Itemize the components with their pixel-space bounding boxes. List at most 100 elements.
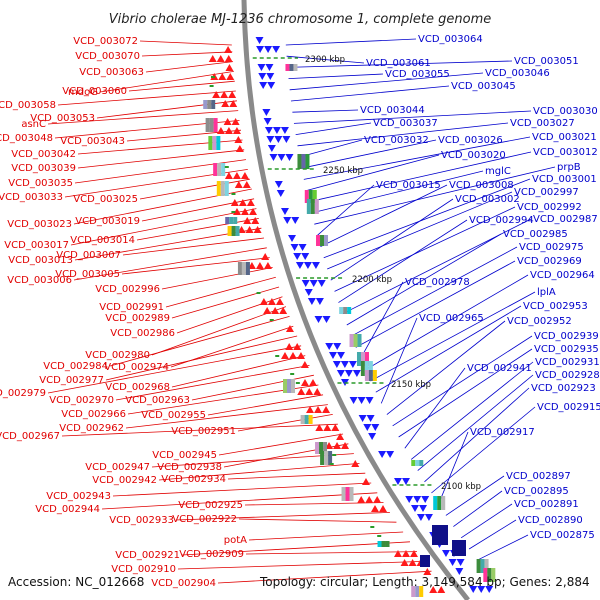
gene-label-right[interactable]: VCD_002953 — [523, 301, 588, 312]
gene-label-left[interactable]: VCD_002991 — [99, 302, 164, 313]
gene-label-right[interactable]: VCD_003001 — [532, 174, 597, 185]
gene-label-left[interactable]: VCD_003014 — [70, 235, 135, 246]
gene-label-left[interactable]: VCD_002938 — [157, 462, 222, 473]
gene-label-right[interactable]: VCD_003026 — [438, 135, 503, 146]
gene-label-right[interactable]: VCD_002941 — [467, 363, 532, 374]
gene-label-right[interactable]: VCD_003061 — [366, 58, 431, 69]
gene-label-left[interactable]: VCD_002922 — [172, 514, 237, 525]
gene-label-right[interactable]: VCD_003015 — [376, 180, 441, 191]
gene-label-left[interactable]: VCD_003033 — [0, 192, 63, 203]
gene-label-left[interactable]: VCD_003006 — [7, 275, 72, 286]
gene-label-right[interactable]: VCD_003030 — [533, 106, 598, 117]
gene-label-right[interactable]: VCD_002994 — [469, 215, 534, 226]
gene-label-right[interactable]: VCD_003012 — [533, 147, 598, 158]
gene-label-left[interactable]: VCD_003013 — [8, 255, 73, 266]
gene-label-left[interactable]: VCD_002984 — [43, 361, 108, 372]
gene-label-left[interactable]: VCD_002942 — [92, 475, 157, 486]
gene-label-left[interactable]: VCD_003058 — [0, 100, 56, 111]
gene-label-right[interactable]: VCD_003046 — [485, 68, 550, 79]
gene-label-left[interactable]: VCD_003043 — [60, 136, 125, 147]
gene-label-right[interactable]: VCD_002923 — [531, 383, 596, 394]
gene-label-right[interactable]: VCD_002917 — [470, 427, 535, 438]
gene-label-right[interactable]: VCD_002997 — [514, 187, 579, 198]
gene-label-left[interactable]: VCD_002962 — [59, 423, 124, 434]
gene-label-left[interactable]: VCD_003072 — [73, 36, 138, 47]
gene-label-right[interactable]: VCD_003020 — [441, 150, 506, 161]
gene-label-left[interactable]: VCD_003005 — [55, 269, 120, 280]
gene-label-left[interactable]: VCD_003048 — [0, 133, 53, 144]
gene-label-right[interactable]: VCD_002978 — [405, 277, 470, 288]
gene-label-right[interactable]: VCD_002965 — [419, 313, 484, 324]
gene-label-left[interactable]: VCD_003039 — [11, 163, 76, 174]
gene-label-right[interactable]: VCD_002928 — [535, 370, 600, 381]
gene-label-left[interactable]: VCD_003060 — [62, 86, 127, 97]
gene-label-right[interactable]: VCD_003044 — [360, 105, 425, 116]
gene-label-left[interactable]: VCD_002963 — [125, 395, 190, 406]
gene-label-left[interactable]: VCD_003053 — [30, 113, 95, 124]
gene-label-left[interactable]: VCD_003017 — [4, 240, 69, 251]
gene-label-right[interactable]: prpB — [557, 162, 581, 173]
gene-label-left[interactable]: VCD_002966 — [61, 409, 126, 420]
gene-label-left[interactable]: VCD_003025 — [73, 194, 138, 205]
gene-label-left[interactable]: VCD_002934 — [161, 474, 226, 485]
gene-label-left[interactable]: VCD_002943 — [46, 491, 111, 502]
gene-label-left[interactable]: VCD_003023 — [7, 219, 72, 230]
gene-label-right[interactable]: VCD_002935 — [534, 344, 599, 355]
gene-label-left[interactable]: VCD_002909 — [179, 549, 244, 560]
gene-label-left[interactable]: VCD_002974 — [104, 362, 169, 373]
gene-label-left[interactable]: VCD_002986 — [110, 328, 175, 339]
gene-label-right[interactable]: VCD_003021 — [532, 132, 597, 143]
gene-label-left[interactable]: VCD_002979 — [0, 388, 46, 399]
gene-label-left[interactable]: mdoG — [68, 87, 98, 98]
gene-label-left[interactable]: VCD_002970 — [49, 395, 114, 406]
gene-label-left[interactable]: VCD_002925 — [178, 500, 243, 511]
gene-label-right[interactable]: mglC — [485, 166, 511, 177]
gene-label-right[interactable]: VCD_002915 — [537, 402, 600, 413]
gene-label-right[interactable]: VCD_003002 — [455, 194, 520, 205]
gene-label-left[interactable]: VCD_002944 — [35, 504, 100, 515]
gene-label-right[interactable]: VCD_002964 — [530, 270, 595, 281]
gene-label-right[interactable]: VCD_002891 — [514, 499, 579, 510]
gene-label-left[interactable]: VCD_003019 — [75, 216, 140, 227]
gene-label-left[interactable]: VCD_002967 — [0, 431, 60, 442]
gene-label-right[interactable]: VCD_002895 — [504, 486, 569, 497]
gene-label-left[interactable]: asnC — [21, 119, 46, 130]
gene-label-right[interactable]: VCD_003045 — [451, 81, 516, 92]
gene-label-right[interactable]: VCD_002969 — [517, 256, 582, 267]
gene-label-left[interactable]: VCD_002996 — [95, 284, 160, 295]
gene-label-left[interactable]: VCD_003070 — [75, 51, 140, 62]
gene-label-left[interactable]: VCD_002951 — [171, 426, 236, 437]
gene-label-right[interactable]: VCD_002931 — [535, 357, 600, 368]
gene-label-right[interactable]: VCD_003032 — [364, 135, 429, 146]
gene-label-left[interactable]: VCD_002910 — [111, 564, 176, 575]
gene-label-right[interactable]: VCD_002952 — [507, 316, 572, 327]
gene-label-left[interactable]: VCD_002921 — [115, 550, 180, 561]
gene-label-left[interactable]: potA — [224, 535, 247, 546]
gene-label-right[interactable]: VCD_002992 — [517, 202, 582, 213]
gene-label-right[interactable]: VCD_002890 — [518, 515, 583, 526]
gene-label-right[interactable]: VCD_003055 — [385, 69, 450, 80]
gene-label-left[interactable]: VCD_002945 — [152, 450, 217, 461]
gene-label-right[interactable]: VCD_003008 — [449, 180, 514, 191]
gene-label-left[interactable]: VCD_002977 — [39, 375, 104, 386]
gene-label-left[interactable]: VCD_002947 — [85, 462, 150, 473]
gene-label-right[interactable]: VCD_002975 — [519, 242, 584, 253]
gene-label-right[interactable]: VCD_002897 — [506, 471, 571, 482]
gene-label-right[interactable]: VCD_002987 — [533, 214, 598, 225]
gene-label-left[interactable]: VCD_003007 — [56, 250, 121, 261]
gene-label-left[interactable]: VCD_002904 — [151, 578, 216, 589]
gene-label-right[interactable]: lplA — [537, 287, 556, 298]
gene-label-right[interactable]: VCD_002939 — [534, 331, 599, 342]
gene-label-left[interactable]: VCD_003063 — [79, 67, 144, 78]
gene-label-right[interactable]: VCD_003027 — [510, 118, 575, 129]
gene-label-left[interactable]: VCD_003042 — [11, 149, 76, 160]
gene-label-left[interactable]: VCD_002933 — [109, 515, 174, 526]
gene-label-left[interactable]: VCD_002980 — [85, 350, 150, 361]
gene-label-left[interactable]: VCD_003035 — [8, 178, 73, 189]
gene-label-left[interactable]: VCD_002968 — [105, 382, 170, 393]
gene-label-left[interactable]: VCD_002989 — [105, 313, 170, 324]
gene-label-right[interactable]: VCD_003037 — [373, 118, 438, 129]
gene-label-right[interactable]: VCD_003051 — [514, 56, 579, 67]
gene-label-left[interactable]: VCD_002955 — [141, 410, 206, 421]
gene-label-right[interactable]: VCD_002985 — [503, 229, 568, 240]
